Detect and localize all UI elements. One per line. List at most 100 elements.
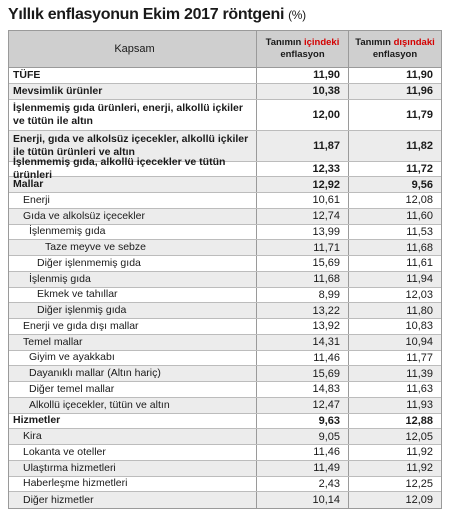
row-outside-value: 11,93	[406, 399, 433, 412]
table-row: İşlenmiş gıda 11,68 11,94	[9, 271, 441, 288]
row-label: Diğer işlenmemiş gıda	[9, 256, 257, 271]
row-inside-value: 10,38	[257, 83, 349, 99]
row-inside-value: 10,14	[257, 492, 349, 508]
row-outside-value: 10,94	[405, 336, 433, 349]
row-outside-value: 12,88	[405, 414, 433, 427]
row-outside-value: 11,60	[406, 210, 433, 223]
row-inside-value: 2,43	[257, 476, 349, 492]
row-label: Lokanta ve oteller	[9, 445, 257, 460]
row-outside-value: 11,92	[406, 462, 433, 475]
row-label: Diğer temel mallar	[9, 382, 257, 397]
row-inside-value: 11,87	[257, 130, 349, 161]
table-row: Taze meyve ve sebze 11,71 11,68	[9, 240, 441, 256]
row-inside-value: 9,63	[257, 413, 349, 429]
table-row: Enerji, gıda ve alkolsüz içecekler, alko…	[9, 130, 441, 162]
row-outside-value: 12,08	[405, 194, 433, 207]
table-row: Diğer temel mallar 14,83 11,63	[9, 382, 441, 398]
row-label: Hizmetler	[9, 413, 257, 429]
row-label: Ekmek ve tahıllar	[9, 287, 257, 303]
row-outside-value: 12,09	[405, 494, 433, 507]
table-row: İşlenmemiş gıda ürünleri, enerji, alkoll…	[9, 99, 441, 131]
header-inside-highlight: içindeki	[303, 37, 340, 48]
row-inside-value: 12,74	[257, 208, 349, 224]
row-outside-value: 11,96	[406, 85, 433, 98]
row-outside-value: 12,25	[405, 477, 433, 490]
row-inside-value: 14,83	[257, 382, 349, 397]
row-label: TÜFE	[9, 68, 257, 83]
row-label: İşlenmemiş gıda, alkollü içecekler ve tü…	[9, 156, 257, 181]
table-row: İşlenmemiş gıda 13,99 11,53	[9, 224, 441, 241]
table-row: Gıda ve alkolsüz içecekler 12,74 11,60	[9, 208, 441, 225]
row-outside-value: 11,72	[406, 162, 433, 175]
row-outside-value: 11,63	[406, 383, 433, 396]
page-title: Yıllık enflasyonun Ekim 2017 röntgeni (%)	[8, 6, 306, 24]
row-outside-value: 9,56	[411, 178, 433, 191]
table-body: TÜFE 11,90 11,90 Mevsimlik ürünler 10,38 11,9…	[9, 68, 441, 508]
table-row: Enerji 10,61 12,08	[9, 193, 441, 209]
row-inside-value: 11,46	[257, 350, 349, 366]
row-outside-value: 12,05	[405, 430, 433, 443]
row-inside-value: 8,99	[257, 287, 349, 303]
table-row: Alkollü içecekler, tütün ve altın 12,47 11…	[9, 397, 441, 414]
row-outside-value: 11,80	[406, 304, 433, 317]
table-row: Diğer işlenmiş gıda 13,22 11,80	[9, 303, 441, 319]
row-label: Giyim ve ayakkabı	[9, 350, 257, 366]
row-label: Enerji	[9, 193, 257, 208]
table-row: TÜFE 11,90 11,90	[9, 68, 441, 84]
table-row: Temel mallar 14,31 10,94	[9, 334, 441, 351]
row-inside-value: 12,47	[257, 397, 349, 413]
table-header: Kapsam Tanımın içindeki enflasyon Tanımı…	[9, 31, 441, 68]
table-row: Mallar 12,92 9,56	[9, 177, 441, 193]
header-inside: Tanımın içindeki enflasyon	[257, 31, 349, 67]
row-outside-value: 11,53	[406, 225, 433, 238]
row-outside-value: 11,90	[406, 69, 433, 82]
title-text: Yıllık enflasyonun Ekim 2017 röntgeni	[8, 6, 285, 23]
table-row: Hizmetler 9,63 12,88	[9, 413, 441, 430]
row-outside-value: 11,39	[406, 367, 433, 380]
header-outside-sub: enflasyon	[372, 49, 418, 60]
table-row: Diğer hizmetler 10,14 12,09	[9, 492, 441, 508]
row-label: Ulaştırma hizmetleri	[9, 460, 257, 476]
row-outside-value: 11,82	[406, 139, 433, 152]
row-label: İşlenmiş gıda	[9, 271, 257, 287]
header-outside: Tanımın dışındaki enflasyon	[349, 31, 441, 67]
table-row: Ekmek ve tahıllar 8,99 12,03	[9, 287, 441, 304]
row-label: Kira	[9, 429, 257, 444]
row-inside-value: 10,61	[257, 193, 349, 208]
table-row: Kira 9,05 12,05	[9, 429, 441, 445]
row-label: Diğer işlenmiş gıda	[9, 303, 257, 318]
table-row: Enerji ve gıda dışı mallar 13,92 10,83	[9, 319, 441, 335]
row-label: Haberleşme hizmetleri	[9, 476, 257, 492]
row-inside-value: 12,33	[257, 161, 349, 177]
row-outside-value: 11,61	[406, 257, 433, 270]
table-row: Lokanta ve oteller 11,46 11,92	[9, 445, 441, 461]
row-outside-value: 11,79	[406, 108, 433, 121]
row-inside-value: 13,22	[257, 303, 349, 318]
inflation-table: Kapsam Tanımın içindeki enflasyon Tanımı…	[8, 30, 442, 509]
row-inside-value: 13,92	[257, 319, 349, 334]
table-row: Diğer işlenmemiş gıda 15,69 11,61	[9, 256, 441, 272]
row-outside-value: 10,83	[405, 320, 433, 333]
row-label: Enerji, gıda ve alkolsüz içecekler, alko…	[9, 130, 257, 161]
table-row: Haberleşme hizmetleri 2,43 12,25	[9, 476, 441, 493]
row-inside-value: 12,92	[257, 177, 349, 192]
row-label: Alkollü içecekler, tütün ve altın	[9, 397, 257, 413]
row-label: Enerji ve gıda dışı mallar	[9, 319, 257, 334]
table-row: İşlenmemiş gıda, alkollü içecekler ve tü…	[9, 156, 441, 181]
row-label: Diğer hizmetler	[9, 492, 257, 508]
row-outside-value: 11,68	[406, 241, 433, 254]
row-label: Mallar	[9, 177, 257, 192]
row-inside-value: 14,31	[257, 334, 349, 350]
title-unit: (%)	[288, 8, 306, 22]
row-inside-value: 11,46	[257, 445, 349, 460]
table-row: Giyim ve ayakkabı 11,46 11,77	[9, 350, 441, 367]
row-label: Gıda ve alkolsüz içecekler	[9, 208, 257, 224]
row-inside-value: 11,49	[257, 460, 349, 476]
header-outside-highlight: dışındaki	[393, 37, 435, 48]
row-outside-value: 11,77	[406, 351, 433, 364]
row-inside-value: 11,71	[257, 240, 349, 255]
row-label: Mevsimlik ürünler	[9, 83, 257, 99]
table-row: Dayanıklı mallar (Altın hariç) 15,69 11,39	[9, 366, 441, 382]
table-row: Mevsimlik ürünler 10,38 11,96	[9, 83, 441, 100]
row-inside-value: 13,99	[257, 224, 349, 240]
